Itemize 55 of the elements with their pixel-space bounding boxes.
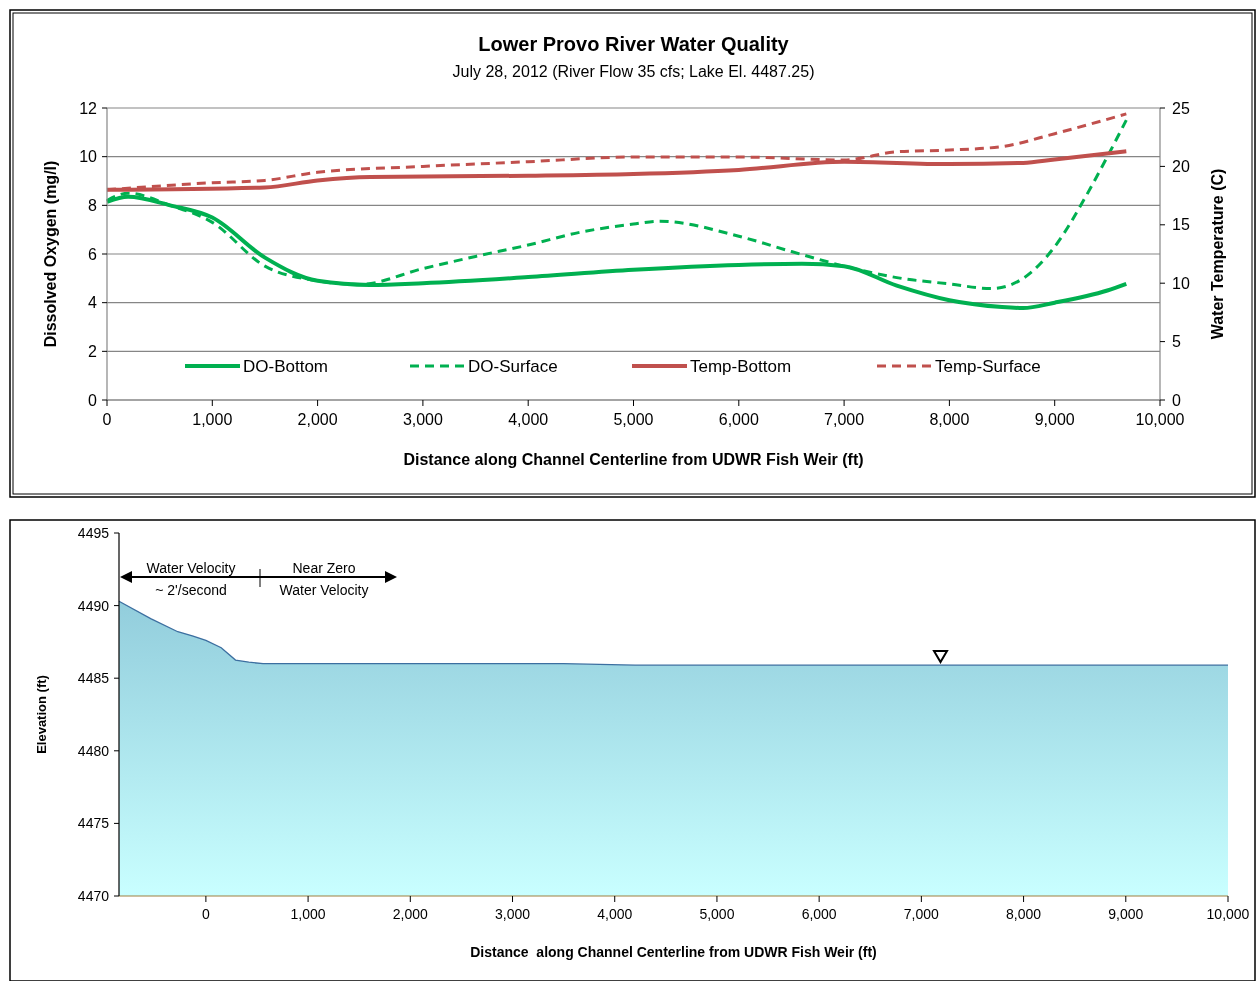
annotation: ~ 2'/second xyxy=(155,582,227,598)
x-tick-label: 9,000 xyxy=(1034,411,1075,428)
annotation: Water Velocity xyxy=(146,560,236,576)
legend-label: DO-Bottom xyxy=(243,357,329,376)
y-tick-label: 2 xyxy=(88,342,98,360)
y2-tick-label: 0 xyxy=(1172,391,1181,409)
legend-label: Temp-Bottom xyxy=(690,357,792,376)
y2-tick-label: 20 xyxy=(1172,158,1190,175)
x-tick-label: 2,000 xyxy=(392,906,429,922)
x-axis-title: Distance along Channel Centerline from UDWR Fish Weir (ft) xyxy=(403,451,864,468)
y-tick-label: 4475 xyxy=(77,815,110,832)
x-tick-label: 10,000 xyxy=(1135,411,1185,428)
x-tick-label: 3,000 xyxy=(494,906,531,922)
x-tick-label: 6,000 xyxy=(718,411,759,428)
x-tick-label: 1,000 xyxy=(192,411,233,428)
y-tick-label: 4480 xyxy=(77,742,110,759)
x-tick-label: 0 xyxy=(201,906,210,922)
chart-title: Lower Provo River Water Quality xyxy=(478,33,790,55)
x-tick-label: 7,000 xyxy=(903,906,940,922)
annotation: Near Zero xyxy=(292,560,356,576)
legend-label: DO-Surface xyxy=(468,357,558,376)
x-tick-label: 5,000 xyxy=(699,906,735,922)
y-tick-label: 4495 xyxy=(77,524,110,541)
x-tick-label: 5,000 xyxy=(613,411,654,428)
x-tick-label: 4,000 xyxy=(597,906,633,922)
x-tick-label: 4,000 xyxy=(508,411,549,428)
x-tick-label: 9,000 xyxy=(1108,906,1144,922)
x-tick-label: 8,000 xyxy=(1006,906,1042,922)
y-axis-title: Dissolved Oxygen (mg/l) xyxy=(42,160,59,348)
y2-tick-label: 5 xyxy=(1172,333,1181,351)
y-axis-title: Elevation (ft) xyxy=(34,675,49,754)
y-tick-label: 10 xyxy=(79,148,98,166)
x-tick-label: 8,000 xyxy=(929,411,970,428)
y-tick-label: 6 xyxy=(88,245,98,263)
y-tick-label: 12 xyxy=(79,99,98,117)
y-tick-label: 4 xyxy=(88,294,98,312)
x-tick-label: 7,000 xyxy=(824,411,865,428)
annotation: Water Velocity xyxy=(279,582,369,598)
x-tick-label: 10,000 xyxy=(1206,906,1250,922)
y-tick-label: 4485 xyxy=(77,670,110,687)
y-tick-label: 8 xyxy=(88,196,98,214)
y-tick-label: 4490 xyxy=(77,597,110,614)
x-tick-label: 1,000 xyxy=(290,906,326,922)
y2-axis-title: Water Temperature (C) xyxy=(1209,168,1226,340)
x-axis-title: Distance along Channel Centerline from UDWR Fish Weir (ft) xyxy=(470,944,877,960)
legend-label: Temp-Surface xyxy=(935,357,1041,376)
y-tick-label: 4470 xyxy=(77,887,110,904)
y2-tick-label: 25 xyxy=(1172,99,1190,117)
y2-tick-label: 10 xyxy=(1172,274,1190,292)
x-tick-label: 6,000 xyxy=(801,906,837,922)
chart-subtitle: July 28, 2012 (River Flow 35 cfs; Lake El. 4487.25) xyxy=(452,63,815,80)
y-tick-label: 0 xyxy=(88,391,98,409)
x-tick-label: 2,000 xyxy=(297,411,338,428)
y2-tick-label: 15 xyxy=(1172,216,1190,234)
x-tick-label: 3,000 xyxy=(402,411,444,428)
